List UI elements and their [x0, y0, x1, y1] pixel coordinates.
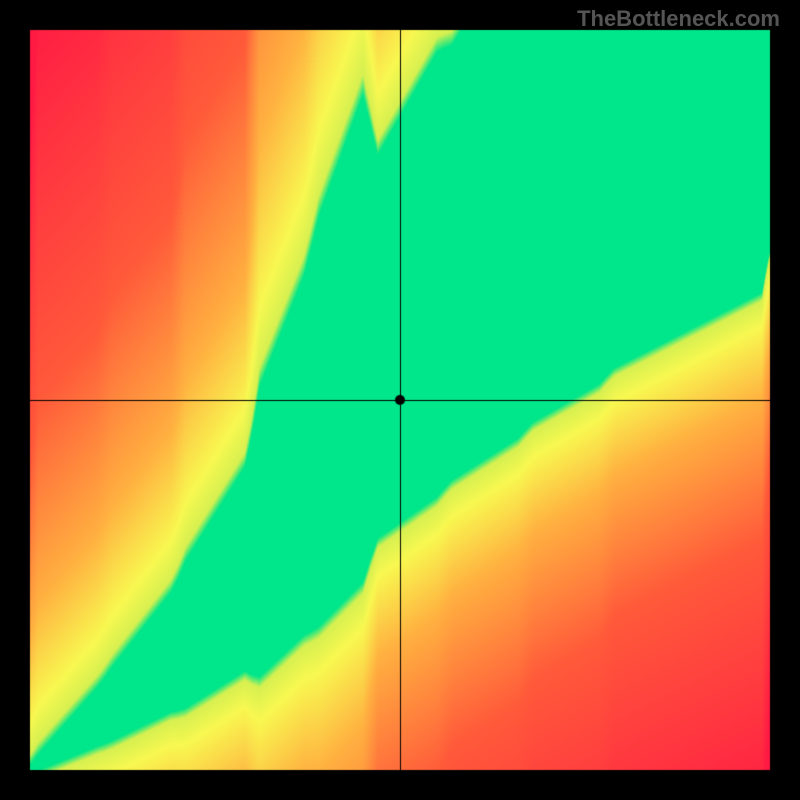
attribution-label: TheBottleneck.com — [577, 6, 780, 32]
heatmap-canvas — [0, 0, 800, 800]
chart-container: TheBottleneck.com — [0, 0, 800, 800]
